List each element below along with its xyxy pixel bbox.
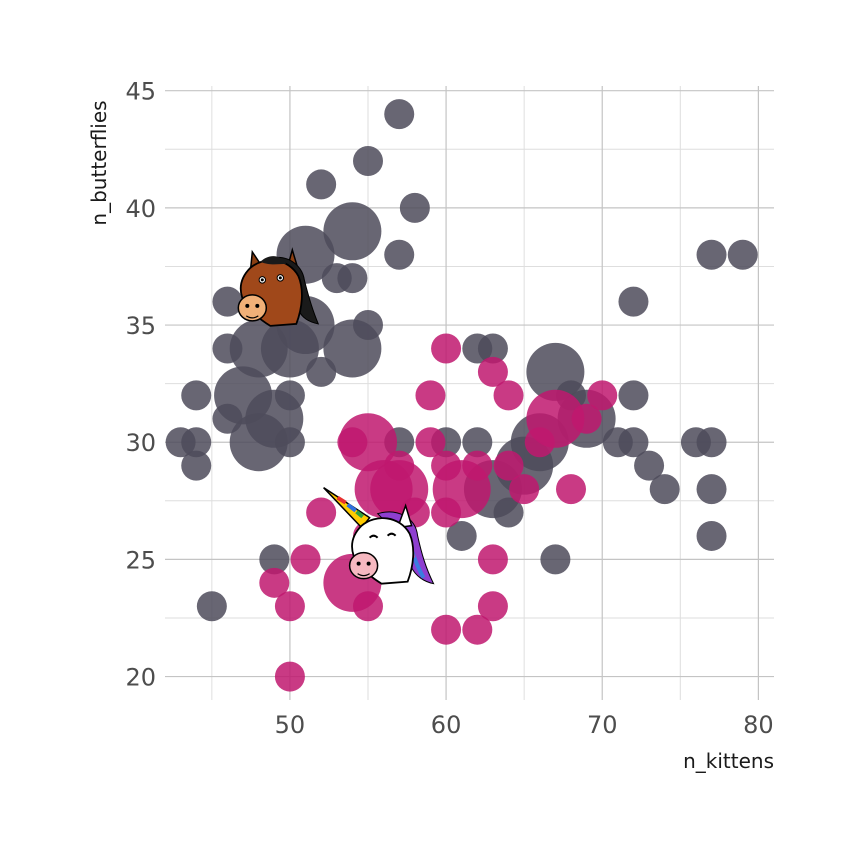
horse-point	[181, 380, 212, 411]
horse-point	[337, 263, 368, 294]
unicorn-point	[274, 591, 305, 622]
unicorn-point	[477, 544, 508, 575]
y-tick-label: 20	[125, 664, 156, 692]
horse-point	[384, 99, 415, 130]
horse-series-points	[165, 99, 758, 622]
y-axis-label: n_butterflies	[87, 100, 111, 225]
horse-point	[540, 544, 571, 575]
horse-point	[493, 497, 524, 528]
unicorn-point	[493, 450, 524, 481]
unicorn-point	[259, 567, 290, 598]
y-tick-label: 40	[125, 195, 156, 223]
unicorn-point	[337, 427, 368, 458]
y-tick-label: 45	[125, 78, 156, 106]
unicorn-point	[353, 591, 383, 622]
horse-point	[696, 474, 727, 505]
unicorn-point	[415, 427, 446, 458]
unicorn-point	[556, 474, 586, 505]
unicorn-point	[431, 614, 462, 645]
horse-head-icon	[237, 247, 320, 327]
horse-point	[462, 427, 493, 458]
unicorn-point	[587, 380, 618, 411]
horse-point	[477, 333, 508, 364]
horse-point	[634, 450, 665, 481]
unicorn-point	[509, 474, 540, 505]
y-tick-label: 30	[125, 429, 156, 457]
x-axis-tick-labels: 50 60 70 80	[275, 711, 774, 739]
unicorn-point	[493, 380, 524, 411]
horse-point	[323, 319, 382, 378]
horse-point	[384, 239, 415, 270]
x-tick-label: 70	[587, 711, 618, 739]
horse-point	[181, 427, 212, 458]
unicorn-point	[526, 389, 585, 448]
horse-point	[274, 427, 305, 458]
horse-point	[212, 333, 243, 364]
horse-point	[618, 286, 649, 317]
unicorn-point	[571, 403, 602, 434]
horse-point	[696, 520, 727, 551]
horse-point	[618, 380, 649, 411]
x-tick-label: 50	[275, 711, 306, 739]
horse-point	[181, 450, 212, 481]
horse-point	[353, 145, 383, 176]
unicorn-point	[477, 591, 508, 622]
horse-point	[196, 591, 227, 622]
unicorn-point	[477, 356, 508, 387]
y-tick-label: 35	[125, 312, 156, 340]
y-tick-label: 25	[125, 546, 156, 574]
horse-point	[696, 427, 727, 458]
unicorn-point	[274, 661, 305, 692]
unicorn-point	[431, 333, 462, 364]
x-axis-label: n_kittens	[683, 749, 774, 773]
horse-point	[727, 239, 758, 270]
horse-point	[618, 427, 649, 458]
x-tick-label: 80	[743, 711, 774, 739]
y-axis-tick-labels: 20 25 30 35 40 45	[125, 78, 156, 692]
unicorn-series-points	[259, 333, 618, 692]
unicorn-point	[415, 380, 446, 411]
unicorn-head-icon	[323, 487, 435, 585]
series-icons	[237, 247, 435, 585]
horse-point	[260, 319, 319, 378]
horse-point	[399, 192, 430, 223]
unicorn-point	[462, 450, 493, 481]
horse-point	[696, 239, 727, 270]
unicorn-point	[462, 614, 493, 645]
horse-point	[229, 413, 288, 472]
horse-point	[649, 474, 680, 505]
x-tick-label: 60	[431, 711, 462, 739]
horse-point	[259, 544, 290, 575]
unicorn-point	[431, 497, 462, 528]
horse-point	[306, 169, 337, 200]
unicorn-point	[290, 544, 321, 575]
horse-point	[306, 356, 337, 387]
horse-point	[212, 286, 243, 317]
horse-point	[446, 520, 477, 551]
horse-point	[323, 202, 382, 261]
unicorn-point	[306, 497, 337, 528]
